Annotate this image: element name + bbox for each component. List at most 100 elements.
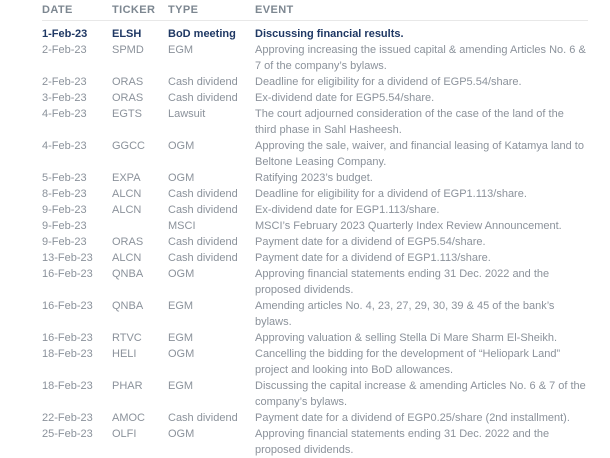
ticker-cell: HELI xyxy=(112,348,137,360)
date-cell: 9-Feb-23 xyxy=(42,220,87,232)
table-row: 2-Feb-23 SPMD EGM Approving increasing t… xyxy=(42,42,588,74)
type-cell: EGM xyxy=(168,300,194,312)
date-cell: 2-Feb-23 xyxy=(42,76,87,88)
event-cell: Approving financial statements ending 31… xyxy=(255,428,550,456)
event-cell: Approving financial statements ending 31… xyxy=(255,268,550,296)
date-cell: 18-Feb-23 xyxy=(42,380,93,392)
table-row: 9-Feb-23 ORAS Cash dividend Payment date… xyxy=(42,234,588,250)
type-cell: OGM xyxy=(168,348,195,360)
ticker-cell: ORAS xyxy=(112,236,144,248)
corporate-events-table: DATE TICKER TYPE EVENT 1-Feb-23 ELSH BoD… xyxy=(42,2,588,458)
type-cell: Cash dividend xyxy=(168,188,238,200)
type-cell: OGM xyxy=(168,172,195,184)
date-cell: 3-Feb-23 xyxy=(42,92,87,104)
table-row: 22-Feb-23 AMOC Cash dividend Payment dat… xyxy=(42,410,588,426)
date-cell: 2-Feb-23 xyxy=(42,44,87,56)
date-cell: 16-Feb-23 xyxy=(42,300,93,312)
event-cell: Ex-dividend date for EGP1.113/share. xyxy=(255,204,440,216)
table-row: 2-Feb-23 ORAS Cash dividend Deadline for… xyxy=(42,74,588,90)
column-header-event: EVENT xyxy=(255,4,294,16)
date-cell: 13-Feb-23 xyxy=(42,252,93,264)
type-cell: BoD meeting xyxy=(168,28,236,40)
table-row: 13-Feb-23 ALCN Cash dividend Payment dat… xyxy=(42,250,588,266)
table-row: 4-Feb-23 EGTS Lawsuit The court adjourne… xyxy=(42,106,588,138)
type-cell: Cash dividend xyxy=(168,76,238,88)
event-cell: Discussing the capital increase & amendi… xyxy=(255,380,586,408)
event-cell: Approving increasing the issued capital … xyxy=(255,44,586,72)
event-cell: Payment date for a dividend of EGP0.25/s… xyxy=(255,412,570,424)
table-row: 16-Feb-23 QNBA EGM Amending articles No.… xyxy=(42,298,588,330)
table-row: 9-Feb-23 MSCI MSCI’s February 2023 Quart… xyxy=(42,218,588,234)
type-cell: Cash dividend xyxy=(168,412,238,424)
event-cell: Approving the sale, waiver, and financia… xyxy=(255,140,584,168)
ticker-cell: ELSH xyxy=(112,28,142,40)
ticker-cell: OLFI xyxy=(112,428,137,440)
type-cell: EGM xyxy=(168,380,194,392)
type-cell: MSCI xyxy=(168,220,196,232)
event-cell: Ex-dividend date for EGP5.54/share. xyxy=(255,92,435,104)
table-row: 1-Feb-23 ELSH BoD meeting Discussing fin… xyxy=(42,26,588,42)
date-cell: 4-Feb-23 xyxy=(42,140,87,152)
date-cell: 1-Feb-23 xyxy=(42,28,88,40)
type-cell: Lawsuit xyxy=(168,108,206,120)
event-cell: Approving valuation & selling Stella Di … xyxy=(255,332,558,344)
date-cell: 25-Feb-23 xyxy=(42,428,93,440)
ticker-cell: ALCN xyxy=(112,252,142,264)
date-cell: 18-Feb-23 xyxy=(42,348,93,360)
event-cell: Discussing financial results. xyxy=(255,28,404,40)
ticker-cell: ALCN xyxy=(112,188,142,200)
date-cell: 9-Feb-23 xyxy=(42,236,87,248)
type-cell: Cash dividend xyxy=(168,204,238,216)
table-header-row: DATE TICKER TYPE EVENT xyxy=(42,2,588,21)
date-cell: 8-Feb-23 xyxy=(42,188,87,200)
type-cell: Cash dividend xyxy=(168,252,238,264)
column-header-ticker: TICKER xyxy=(112,4,156,16)
column-header-type: TYPE xyxy=(168,4,199,16)
type-cell: OGM xyxy=(168,428,195,440)
date-cell: 5-Feb-23 xyxy=(42,172,87,184)
table-row: 3-Feb-23 ORAS Cash dividend Ex-dividend … xyxy=(42,90,588,106)
ticker-cell: EGTS xyxy=(112,108,142,120)
table-row: 25-Feb-23 OLFI OGM Approving financial s… xyxy=(42,426,588,458)
ticker-cell: AMOC xyxy=(112,412,145,424)
type-cell: OGM xyxy=(168,268,195,280)
date-cell: 22-Feb-23 xyxy=(42,412,93,424)
column-header-date: DATE xyxy=(42,4,73,16)
type-cell: OGM xyxy=(168,140,195,152)
table-row: 9-Feb-23 ALCN Cash dividend Ex-dividend … xyxy=(42,202,588,218)
table-row: 18-Feb-23 HELI OGM Cancelling the biddin… xyxy=(42,346,588,378)
ticker-cell: GGCC xyxy=(112,140,145,152)
table-row: 5-Feb-23 EXPA OGM Ratifying 2023’s budge… xyxy=(42,170,588,186)
ticker-cell: QNBA xyxy=(112,268,144,280)
event-cell: Deadline for eligibility for a dividend … xyxy=(255,188,527,200)
ticker-cell xyxy=(112,218,168,234)
ticker-cell: ORAS xyxy=(112,92,144,104)
event-cell: The court adjourned consideration of the… xyxy=(255,108,564,136)
table-body: 1-Feb-23 ELSH BoD meeting Discussing fin… xyxy=(42,26,588,458)
event-cell: Payment date for a dividend of EGP1.113/… xyxy=(255,252,491,264)
event-cell: MSCI’s February 2023 Quarterly Index Rev… xyxy=(255,220,562,232)
ticker-cell: EXPA xyxy=(112,172,141,184)
event-cell: Cancelling the bidding for the developme… xyxy=(255,348,561,376)
ticker-cell: PHAR xyxy=(112,380,143,392)
date-cell: 16-Feb-23 xyxy=(42,268,93,280)
table-row: 4-Feb-23 GGCC OGM Approving the sale, wa… xyxy=(42,138,588,170)
ticker-cell: QNBA xyxy=(112,300,144,312)
event-cell: Deadline for eligibility for a dividend … xyxy=(255,76,522,88)
date-cell: 16-Feb-23 xyxy=(42,332,93,344)
type-cell: EGM xyxy=(168,332,194,344)
ticker-cell: SPMD xyxy=(112,44,144,56)
date-cell: 4-Feb-23 xyxy=(42,108,87,120)
type-cell: EGM xyxy=(168,44,194,56)
table-row: 8-Feb-23 ALCN Cash dividend Deadline for… xyxy=(42,186,588,202)
event-cell: Amending articles No. 4, 23, 27, 29, 30,… xyxy=(255,300,555,328)
table-row: 16-Feb-23 RTVC EGM Approving valuation &… xyxy=(42,330,588,346)
ticker-cell: RTVC xyxy=(112,332,142,344)
date-cell: 9-Feb-23 xyxy=(42,204,87,216)
type-cell: Cash dividend xyxy=(168,92,238,104)
table-row: 18-Feb-23 PHAR EGM Discussing the capita… xyxy=(42,378,588,410)
ticker-cell: ORAS xyxy=(112,76,144,88)
table-row: 16-Feb-23 QNBA OGM Approving financial s… xyxy=(42,266,588,298)
event-cell: Payment date for a dividend of EGP5.54/s… xyxy=(255,236,486,248)
ticker-cell: ALCN xyxy=(112,204,142,216)
